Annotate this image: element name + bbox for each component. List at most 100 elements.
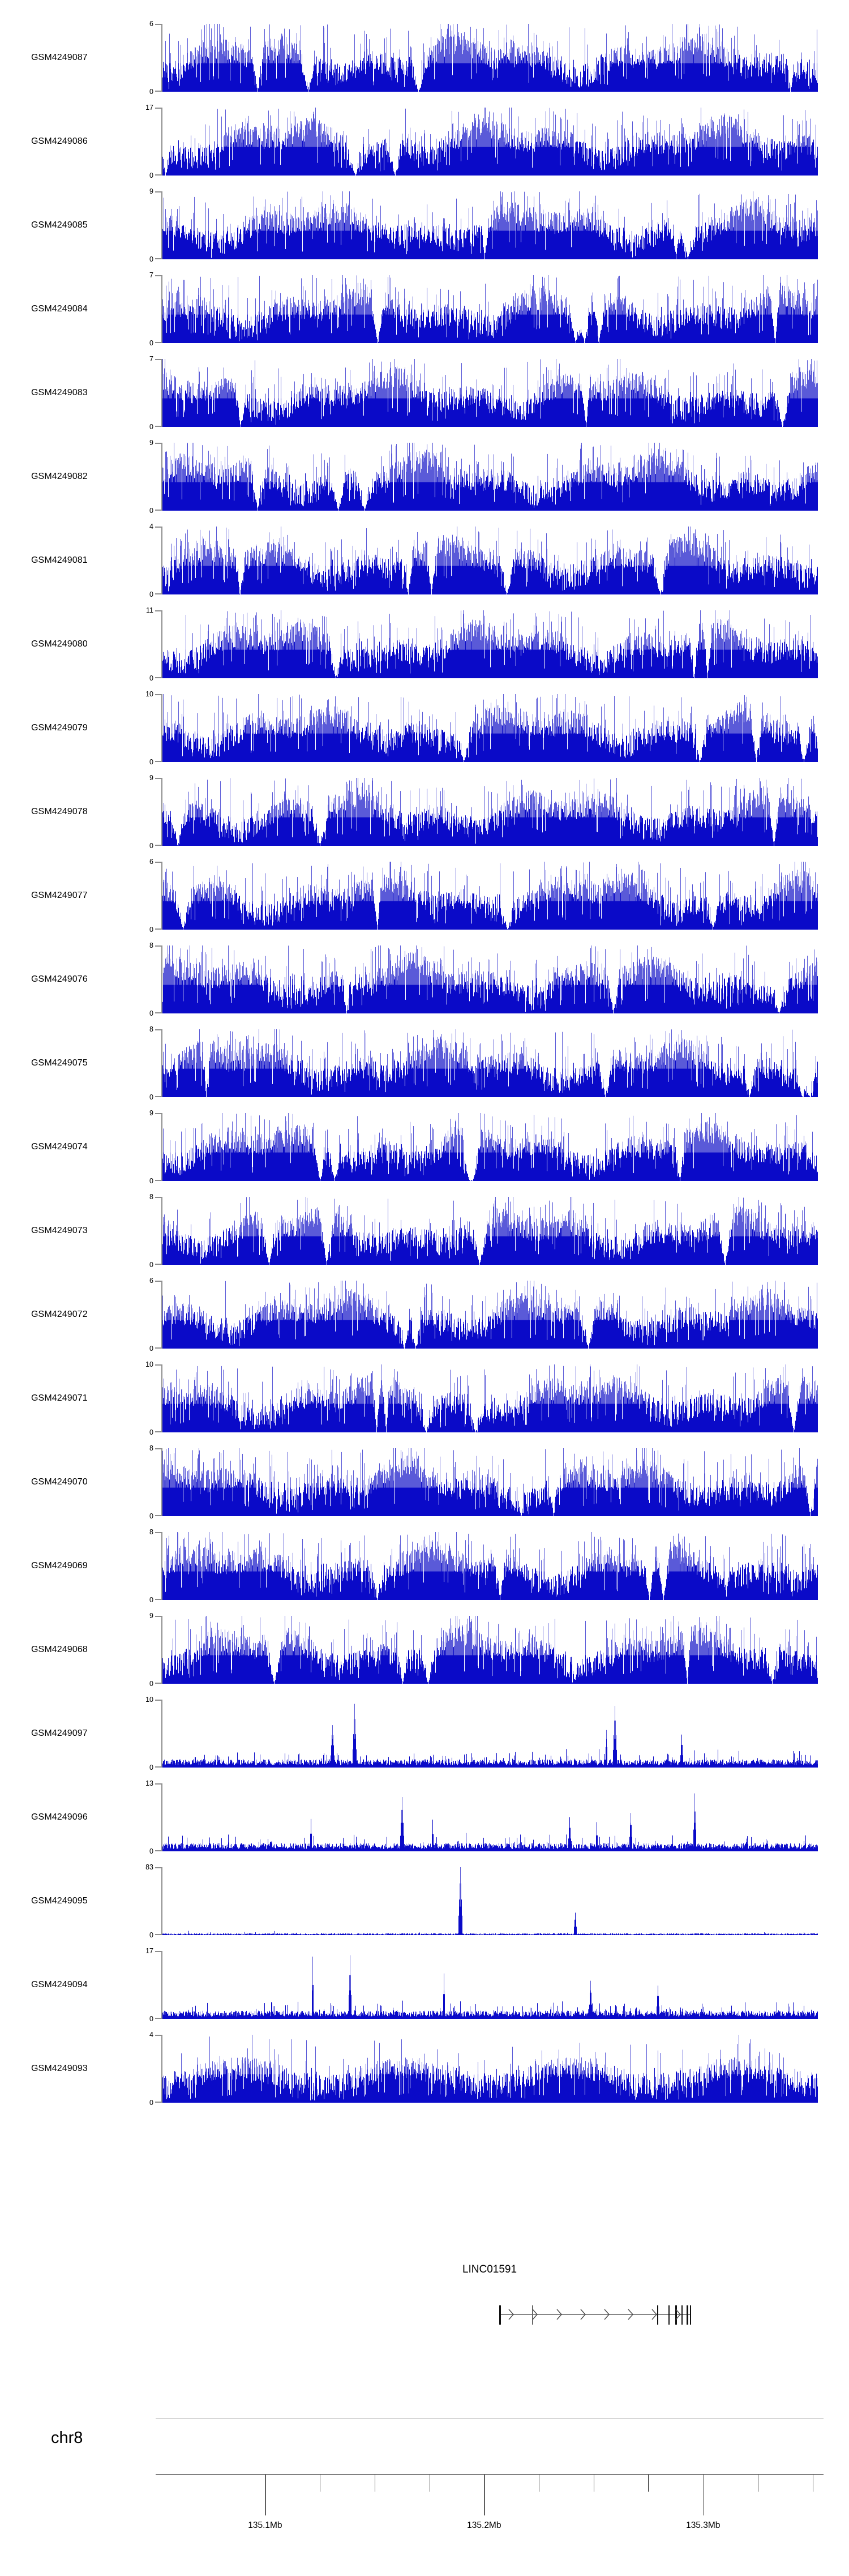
y-axis-min-label: 0 bbox=[149, 1261, 153, 1269]
strand-arrow-icon bbox=[580, 2308, 586, 2321]
chromosome-tick-label: 135.1Mb bbox=[248, 2521, 282, 2530]
coverage-track-gsm4249085[interactable]: GSM4249085 9 0 bbox=[0, 183, 849, 267]
coverage-histogram bbox=[162, 1113, 818, 1181]
coverage-histogram bbox=[162, 1616, 818, 1684]
coverage-track-gsm4249076[interactable]: GSM4249076 8 0 bbox=[0, 938, 849, 1021]
coverage-track-gsm4249093[interactable]: GSM4249093 4 0 bbox=[0, 2027, 849, 2111]
coverage-histogram bbox=[162, 191, 818, 259]
y-axis-min-label: 0 bbox=[149, 2099, 153, 2107]
chromosome-tick-label: 135.2Mb bbox=[467, 2521, 501, 2530]
track-plot-area[interactable]: 17 0 bbox=[145, 104, 818, 179]
strand-arrow-icon bbox=[651, 2308, 658, 2321]
chromosome-axis: chr8 135.1Mb 135.2Mb 135.3Mb bbox=[0, 2395, 849, 2565]
y-axis-min-label: 0 bbox=[149, 590, 153, 598]
coverage-track-gsm4249079[interactable]: GSM4249079 10 0 bbox=[0, 686, 849, 770]
y-axis-tick-min bbox=[155, 845, 161, 846]
coverage-track-gsm4249084[interactable]: GSM4249084 7 0 bbox=[0, 267, 849, 351]
coverage-track-gsm4249077[interactable]: GSM4249077 6 0 bbox=[0, 854, 849, 938]
coverage-track-gsm4249074[interactable]: GSM4249074 9 0 bbox=[0, 1105, 849, 1189]
coverage-track-gsm4249069[interactable]: GSM4249069 8 0 bbox=[0, 1524, 849, 1608]
y-axis-tick-min bbox=[155, 174, 161, 176]
coverage-track-gsm4249072[interactable]: GSM4249072 6 0 bbox=[0, 1273, 849, 1357]
coverage-track-gsm4249081[interactable]: GSM4249081 4 0 bbox=[0, 519, 849, 602]
y-axis-min-label: 0 bbox=[149, 1428, 153, 1436]
track-label: GSM4249077 bbox=[31, 891, 88, 900]
coverage-histogram bbox=[162, 1281, 818, 1349]
coverage-track-gsm4249087[interactable]: GSM4249087 6 0 bbox=[0, 16, 849, 100]
gene-model[interactable] bbox=[161, 2303, 818, 2327]
coverage-track-gsm4249073[interactable]: GSM4249073 8 0 bbox=[0, 1189, 849, 1273]
y-axis-tick-min bbox=[155, 928, 161, 930]
track-label: GSM4249095 bbox=[31, 1896, 88, 1906]
y-axis-line bbox=[161, 1281, 162, 1349]
chromosome-minor-tick bbox=[648, 2475, 649, 2492]
gene-exon bbox=[687, 2305, 688, 2325]
y-axis-min-label: 0 bbox=[149, 758, 153, 766]
y-axis-line bbox=[161, 2035, 162, 2103]
y-axis-max-label: 9 bbox=[149, 774, 153, 782]
track-plot-area[interactable]: 10 0 bbox=[145, 690, 818, 766]
track-plot-area[interactable]: 13 0 bbox=[145, 1779, 818, 1855]
y-axis-line bbox=[161, 1616, 162, 1684]
y-axis-line bbox=[161, 1783, 162, 1851]
coverage-track-gsm4249068[interactable]: GSM4249068 9 0 bbox=[0, 1608, 849, 1692]
y-axis-max-label: 6 bbox=[149, 1277, 153, 1285]
track-plot-area[interactable]: 11 0 bbox=[146, 606, 818, 682]
coverage-track-gsm4249071[interactable]: GSM4249071 10 0 bbox=[0, 1357, 849, 1440]
y-axis-line bbox=[161, 862, 162, 930]
coverage-histogram bbox=[162, 1448, 818, 1516]
coverage-track-gsm4249070[interactable]: GSM4249070 8 0 bbox=[0, 1440, 849, 1524]
coverage-track-gsm4249075[interactable]: GSM4249075 8 0 bbox=[0, 1021, 849, 1105]
coverage-track-gsm4249094[interactable]: GSM4249094 17 0 bbox=[0, 1943, 849, 2027]
coverage-histogram bbox=[162, 945, 818, 1013]
y-axis-max-label: 9 bbox=[149, 187, 153, 195]
track-plot-area[interactable]: 17 0 bbox=[145, 1947, 818, 2023]
y-axis-tick-min bbox=[155, 593, 161, 594]
coverage-track-gsm4249083[interactable]: GSM4249083 7 0 bbox=[0, 351, 849, 435]
y-axis-line bbox=[161, 359, 162, 427]
coverage-track-gsm4249095[interactable]: GSM4249095 83 0 bbox=[0, 1859, 849, 1943]
chromosome-label: chr8 bbox=[51, 2429, 83, 2447]
gene-exon bbox=[657, 2305, 659, 2325]
coverage-track-gsm4249097[interactable]: GSM4249097 10 0 bbox=[0, 1692, 849, 1775]
gene-annotation-track: LINC01591 bbox=[0, 2253, 849, 2344]
coverage-histogram bbox=[162, 610, 818, 678]
gene-intron-line bbox=[499, 2314, 690, 2316]
coverage-track-gsm4249096[interactable]: GSM4249096 13 0 bbox=[0, 1775, 849, 1859]
gene-exon bbox=[668, 2305, 670, 2325]
track-plot-area[interactable]: 10 0 bbox=[145, 1360, 818, 1436]
coverage-track-gsm4249082[interactable]: GSM4249082 9 0 bbox=[0, 435, 849, 519]
y-axis-max-label: 11 bbox=[146, 606, 153, 614]
track-label: GSM4249078 bbox=[31, 807, 88, 816]
track-plot-area[interactable]: 83 0 bbox=[145, 1863, 818, 1939]
coverage-histogram bbox=[162, 359, 818, 427]
coverage-track-gsm4249086[interactable]: GSM4249086 17 0 bbox=[0, 100, 849, 183]
coverage-track-gsm4249080[interactable]: GSM4249080 11 0 bbox=[0, 602, 849, 686]
y-axis-tick-max bbox=[155, 1951, 161, 1952]
y-axis-line bbox=[161, 275, 162, 343]
y-axis-tick-min bbox=[155, 510, 161, 511]
y-axis-min-label: 0 bbox=[149, 1680, 153, 1688]
track-plot-area[interactable]: 10 0 bbox=[145, 1696, 818, 1771]
coverage-track-gsm4249078[interactable]: GSM4249078 9 0 bbox=[0, 770, 849, 854]
y-axis-max-label: 10 bbox=[145, 1360, 153, 1368]
y-axis-max-label: 8 bbox=[149, 1193, 153, 1201]
